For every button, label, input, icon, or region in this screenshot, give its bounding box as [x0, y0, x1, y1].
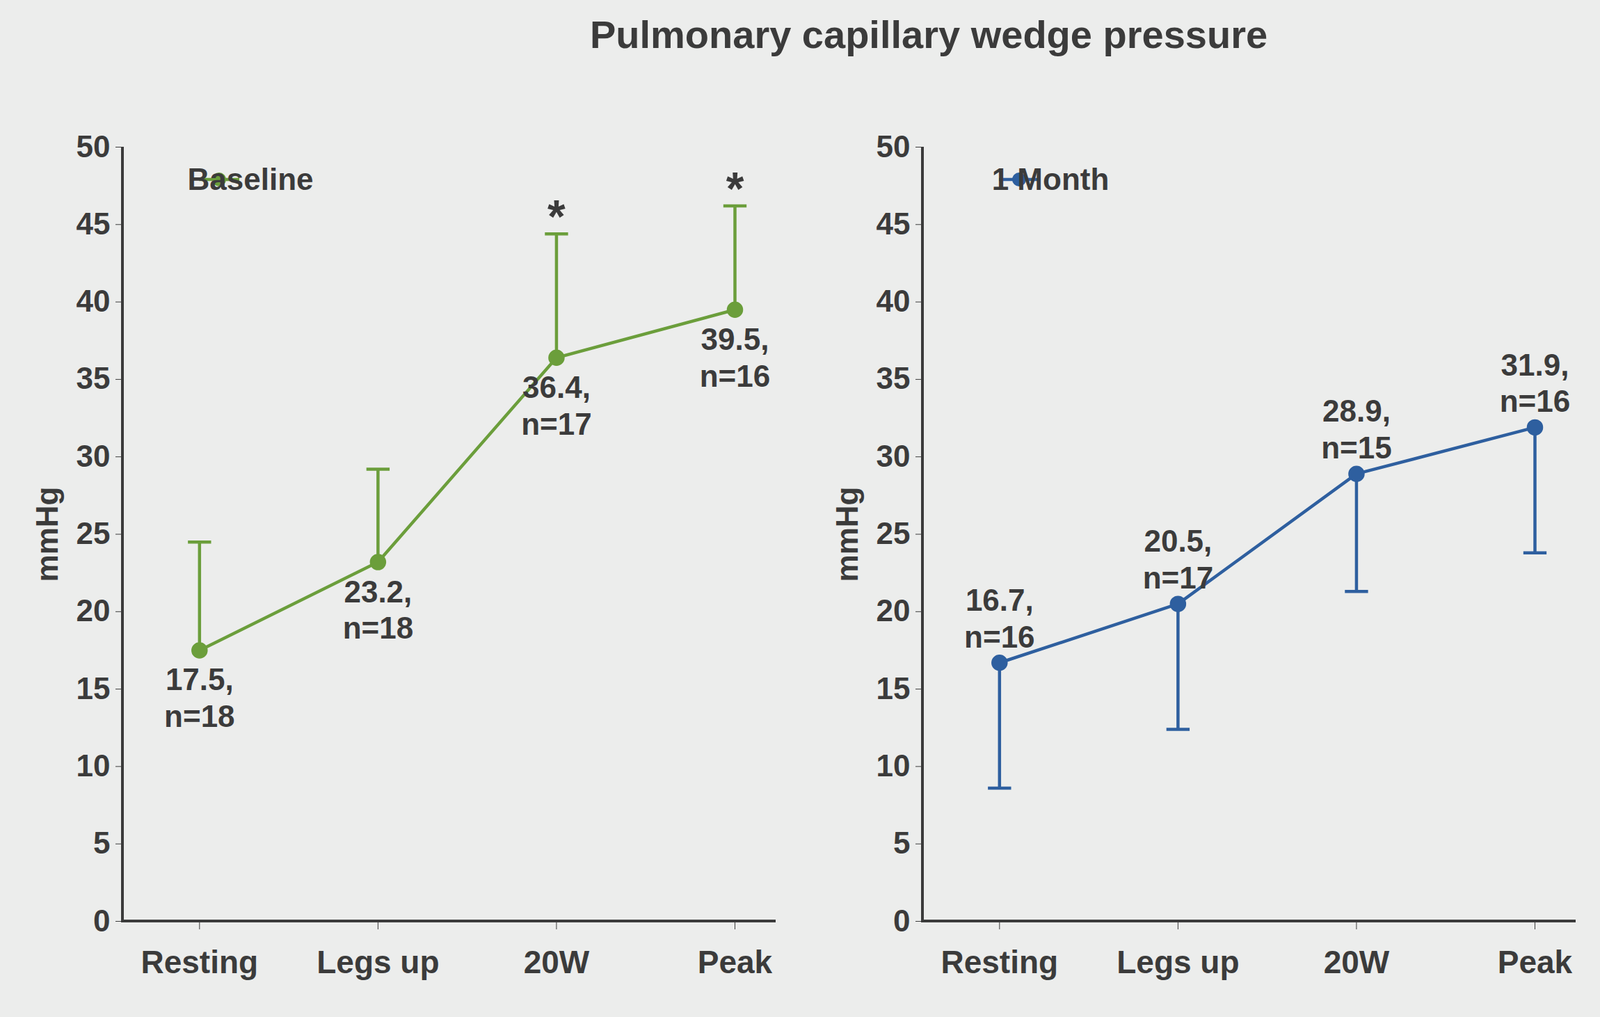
- svg-text:17.5,n=18: 17.5,n=18: [164, 662, 236, 734]
- svg-text:5: 5: [93, 825, 110, 860]
- svg-text:35: 35: [876, 361, 911, 396]
- svg-text:10: 10: [876, 748, 911, 783]
- svg-text:45: 45: [76, 206, 111, 241]
- svg-text:5: 5: [893, 825, 910, 860]
- svg-text:Legs up: Legs up: [316, 944, 439, 981]
- svg-text:0: 0: [893, 903, 910, 938]
- svg-text:0: 0: [93, 903, 110, 938]
- svg-text:35: 35: [76, 361, 111, 396]
- svg-text:20: 20: [876, 593, 911, 628]
- svg-text:20W: 20W: [1323, 944, 1390, 981]
- svg-text:31.9,n=16: 31.9,n=16: [1499, 347, 1571, 419]
- svg-text:mmHg: mmHg: [29, 486, 64, 583]
- svg-text:28.9,n=15: 28.9,n=15: [1321, 393, 1392, 465]
- svg-text:Resting: Resting: [940, 944, 1059, 981]
- svg-text:50: 50: [876, 129, 911, 164]
- svg-text:Legs up: Legs up: [1116, 944, 1239, 981]
- svg-text:1 Month: 1 Month: [992, 162, 1110, 197]
- svg-text:*: *: [547, 190, 566, 243]
- svg-text:45: 45: [876, 206, 911, 241]
- svg-text:50: 50: [76, 129, 111, 164]
- svg-text:mmHg: mmHg: [829, 486, 864, 583]
- svg-text:40: 40: [876, 283, 911, 318]
- html-text:Pulmonary capillary wedge pres: Pulmonary capillary wedge pressure: [589, 12, 1268, 57]
- svg-text:20W: 20W: [523, 944, 590, 981]
- svg-text:15: 15: [876, 671, 911, 706]
- svg-text:10: 10: [76, 748, 111, 783]
- svg-text:*: *: [726, 162, 745, 215]
- svg-text:25: 25: [876, 516, 911, 551]
- svg-text:40: 40: [76, 283, 111, 318]
- svg-text:23.2,n=18: 23.2,n=18: [342, 574, 414, 646]
- svg-text:20.5,n=17: 20.5,n=17: [1142, 523, 1214, 595]
- svg-text:20: 20: [76, 593, 111, 628]
- svg-text:Peak: Peak: [697, 944, 773, 981]
- svg-text:30: 30: [876, 438, 911, 474]
- svg-text:Peak: Peak: [1497, 944, 1573, 981]
- svg-text:16.7,n=16: 16.7,n=16: [964, 582, 1036, 654]
- svg-text:15: 15: [76, 671, 111, 706]
- svg-text:Resting: Resting: [140, 944, 259, 981]
- svg-text:Baseline: Baseline: [187, 162, 314, 197]
- svg-text:36.4,n=17: 36.4,n=17: [521, 370, 592, 442]
- svg-text:30: 30: [76, 438, 111, 474]
- svg-text:39.5,n=16: 39.5,n=16: [699, 322, 771, 394]
- svg-text:25: 25: [76, 516, 111, 551]
